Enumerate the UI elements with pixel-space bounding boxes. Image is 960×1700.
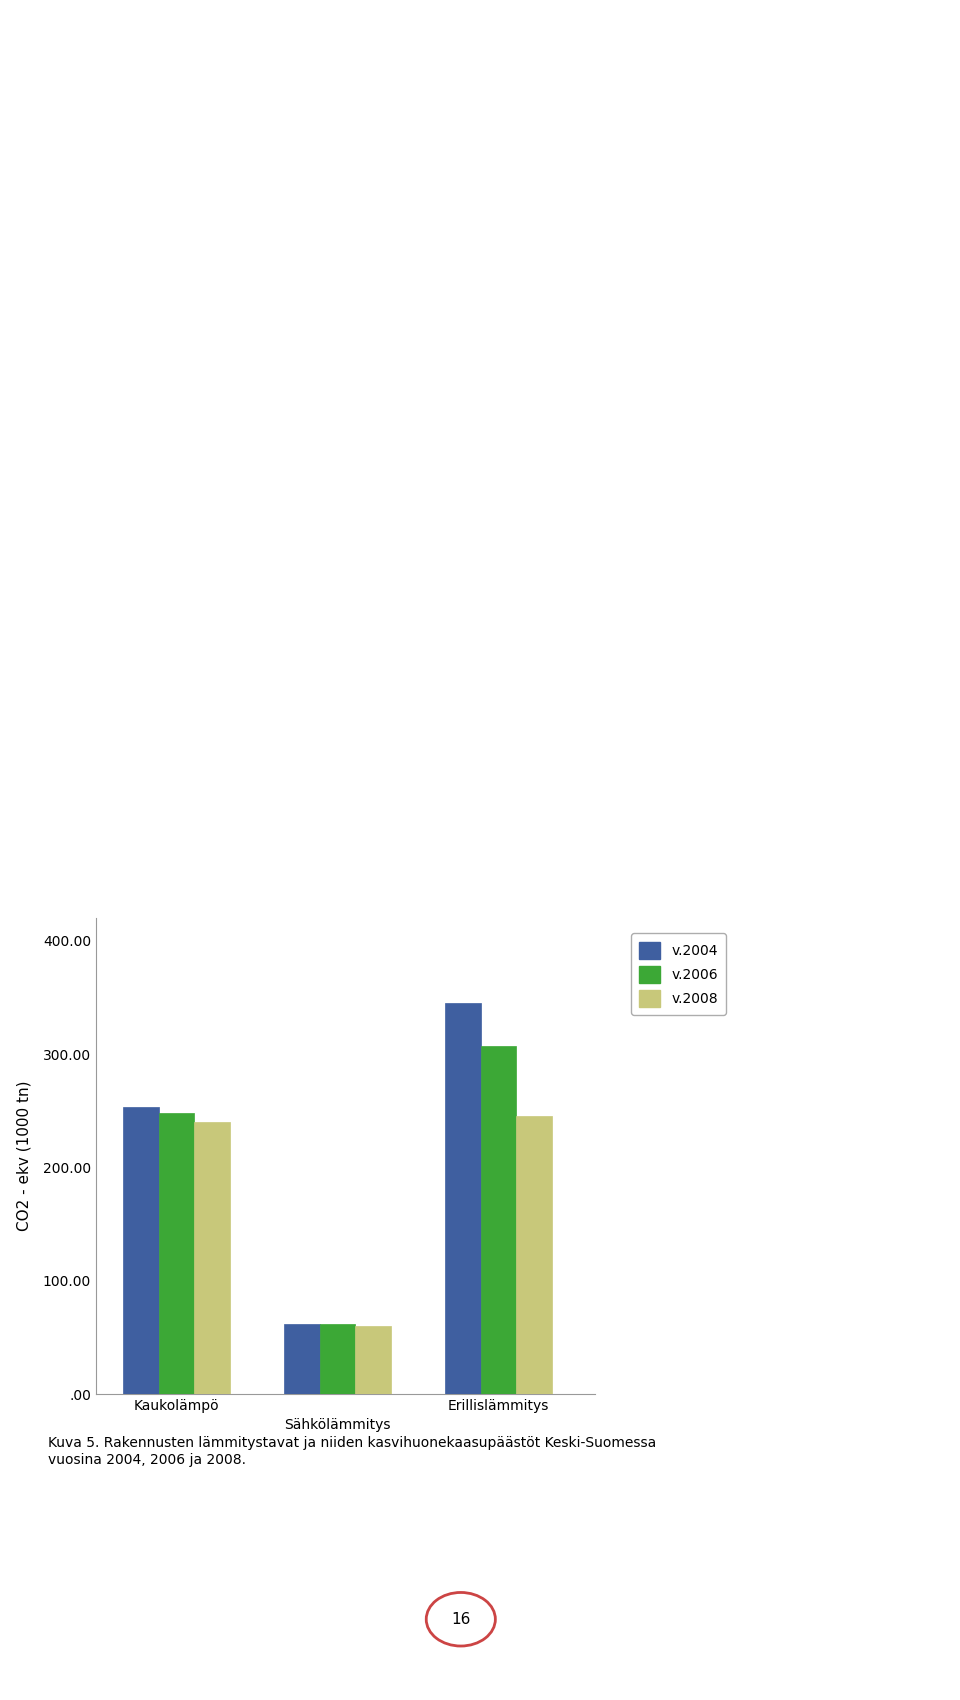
- Bar: [445, 1003, 481, 1394]
- Bar: [481, 1046, 516, 1394]
- Bar: [124, 1107, 158, 1394]
- Legend: v.2004, v.2006, v.2008: v.2004, v.2006, v.2008: [631, 933, 726, 1015]
- Text: 16: 16: [451, 1612, 470, 1627]
- Bar: [355, 1326, 391, 1394]
- Y-axis label: CO2 - ekv (1000 tn): CO2 - ekv (1000 tn): [16, 1081, 32, 1231]
- Bar: [194, 1122, 229, 1394]
- Bar: [320, 1324, 355, 1394]
- Circle shape: [426, 1593, 495, 1646]
- Bar: [158, 1114, 194, 1394]
- Text: Kuva 5. Rakennusten lämmitystavat ja niiden kasvihuonekaasupäästöt Keski-Suomess: Kuva 5. Rakennusten lämmitystavat ja nii…: [48, 1436, 657, 1467]
- Bar: [516, 1117, 552, 1394]
- Bar: [284, 1324, 320, 1394]
